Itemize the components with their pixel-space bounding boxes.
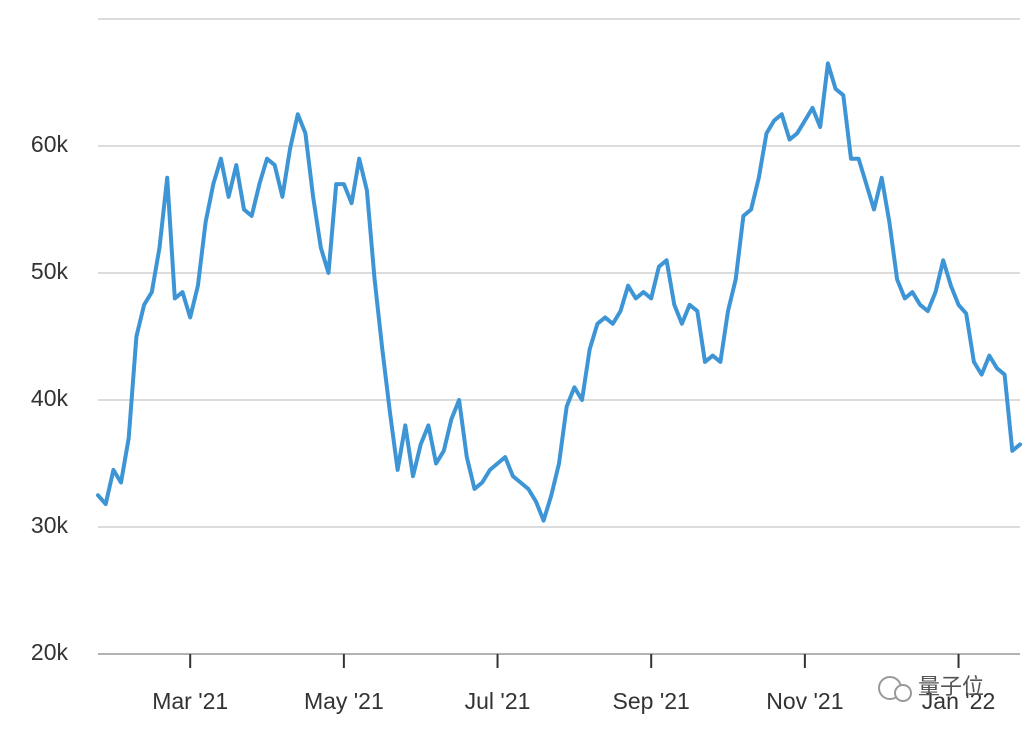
price-line (96, 61, 1022, 523)
y-tick-label: 20k (31, 639, 69, 665)
watermark: 量子位 (878, 674, 984, 702)
x-tick-label: Sep '21 (613, 688, 690, 714)
y-tick-label: 50k (31, 258, 69, 284)
x-tick-label: Jan '22 (922, 688, 995, 714)
x-tick-label: Mar '21 (152, 688, 228, 714)
x-tick-label: Nov '21 (766, 688, 843, 714)
y-tick-label: 30k (31, 512, 69, 538)
x-tick-label: Jul '21 (465, 688, 531, 714)
y-tick-label: 60k (31, 131, 69, 157)
x-tick-label: May '21 (304, 688, 384, 714)
watermark-icon (894, 684, 912, 702)
y-tick-label: 40k (31, 385, 69, 411)
watermark-text: 量子位 (918, 674, 984, 699)
